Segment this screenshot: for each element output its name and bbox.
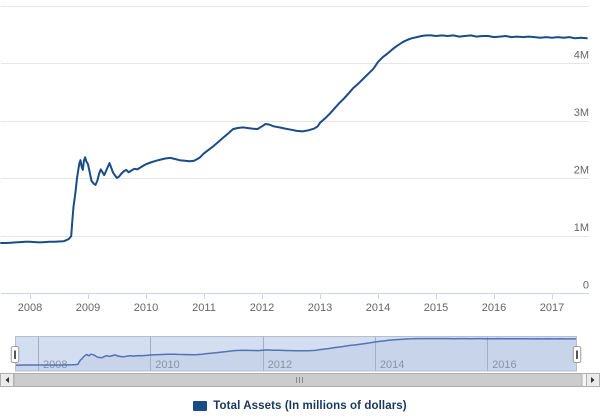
y-tick-label: 2M xyxy=(574,165,589,177)
scrollbar-left-button[interactable] xyxy=(0,373,14,387)
gridlines xyxy=(1,6,589,294)
main-series xyxy=(0,34,588,244)
legend-label: Total Assets (In millions of dollars) xyxy=(213,400,407,412)
x-tick-label: 2014 xyxy=(366,302,390,314)
right-arrow-icon xyxy=(591,377,595,383)
x-tick-label: 2013 xyxy=(308,302,332,314)
x-tick-label: 2009 xyxy=(76,302,100,314)
y-tick-label: 3M xyxy=(574,107,589,119)
x-tick-label: 2010 xyxy=(134,302,158,314)
x-axis: 2008 2009 2010 2011 2012 2013 2014 2015 2016 2017 xyxy=(1,293,589,314)
scrollbar-right-button[interactable] xyxy=(586,373,600,387)
scrollbar-thumb[interactable] xyxy=(13,373,583,387)
y-tick-label: 0 xyxy=(583,280,589,292)
y-axis: 0 1M 2M 3M 4M xyxy=(574,50,589,292)
x-tick-label: 2011 xyxy=(192,302,216,314)
x-tick-label: 2017 xyxy=(540,302,564,314)
navigator: 2008 2010 2012 2014 2016 xyxy=(10,336,582,372)
navigator-tick-label: 2010 xyxy=(155,359,179,371)
legend-item-total-assets[interactable]: Total Assets (In millions of dollars) xyxy=(0,396,600,416)
y-tick-label: 1M xyxy=(574,222,589,234)
navigator-left-handle[interactable] xyxy=(10,346,20,363)
x-tick-label: 2015 xyxy=(424,302,448,314)
legend-swatch-icon xyxy=(193,401,208,411)
x-tick-label: 2016 xyxy=(482,302,506,314)
scrollbar xyxy=(0,373,600,387)
navigator-tick-label: 2012 xyxy=(268,359,292,371)
navigator-right-handle[interactable] xyxy=(572,346,582,363)
left-arrow-icon xyxy=(5,377,9,383)
navigator-area xyxy=(15,338,577,372)
navigator-tick-label: 2014 xyxy=(380,359,404,371)
series-line-total-assets[interactable] xyxy=(0,34,588,244)
y-tick-label: 4M xyxy=(574,50,589,62)
x-tick-label: 2008 xyxy=(18,302,42,314)
navigator-tick-label: 2016 xyxy=(492,359,516,371)
x-tick-label: 2012 xyxy=(250,302,274,314)
navigator-line xyxy=(15,337,577,366)
